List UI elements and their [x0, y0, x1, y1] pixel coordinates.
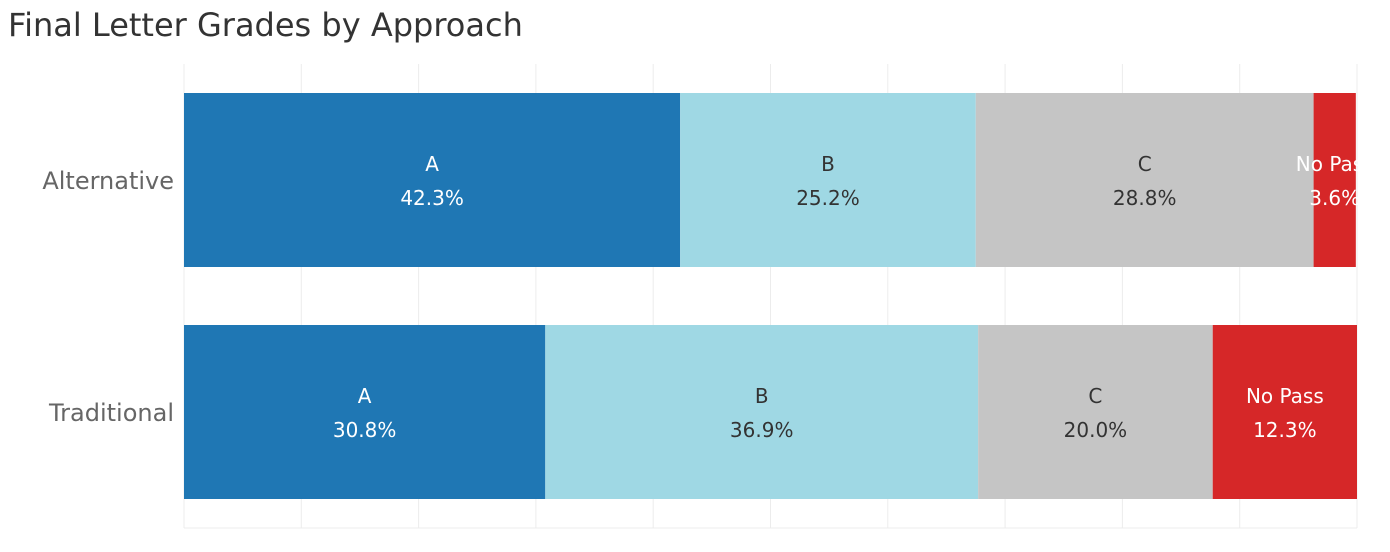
data-label: 12.3% [1253, 418, 1317, 442]
bar-segment [978, 325, 1213, 499]
bar-segment [1212, 325, 1357, 499]
data-label: 20.0% [1064, 418, 1128, 442]
data-label: 3.6% [1309, 186, 1360, 210]
chart-title: Final Letter Grades by Approach [8, 6, 523, 44]
data-label: 36.9% [730, 418, 794, 442]
segment-series-label: C [1138, 152, 1152, 176]
category-label: Traditional [48, 399, 174, 427]
bars [184, 93, 1357, 499]
segment-series-label: B [755, 384, 769, 408]
data-label: 25.2% [796, 186, 860, 210]
bar-segment [975, 93, 1314, 267]
category-labels: Alternative Traditional [42, 167, 174, 427]
segment-series-label: A [358, 384, 372, 408]
segment-series-label: A [425, 152, 439, 176]
segment-series-label: No Pass [1296, 152, 1374, 176]
segment-series-label: No Pass [1246, 384, 1324, 408]
segment-labels: A 42.3% B 25.2% C 28.8% No Pass 3.6% A 30.8% B 36.9… [333, 152, 1374, 442]
data-label: 30.8% [333, 418, 397, 442]
segment-series-label: B [821, 152, 835, 176]
bar-segment [545, 325, 979, 499]
segment-series-label: C [1088, 384, 1102, 408]
data-label: 28.8% [1113, 186, 1177, 210]
category-label: Alternative [42, 167, 174, 195]
bar-segment [184, 93, 681, 267]
bar-segment [1313, 93, 1356, 267]
bar-segment [184, 325, 546, 499]
bar-segment [680, 93, 976, 267]
data-label: 42.3% [400, 186, 464, 210]
